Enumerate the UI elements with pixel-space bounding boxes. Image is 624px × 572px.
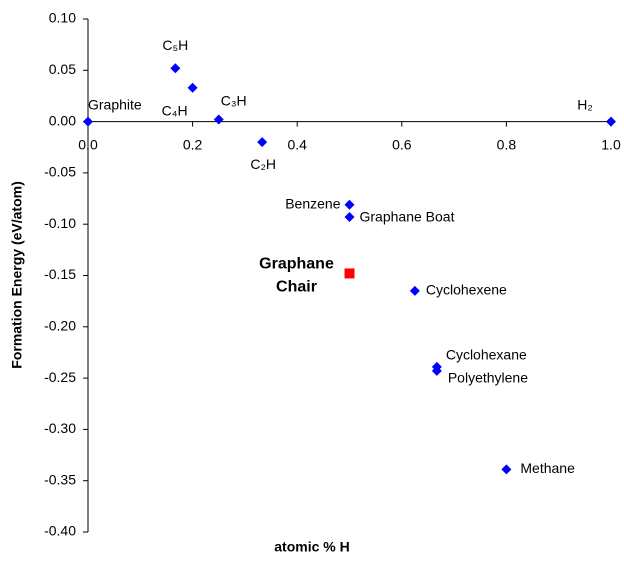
point <box>501 464 512 475</box>
y-tick-label: -0.05 <box>44 164 76 180</box>
point <box>606 116 616 127</box>
x-tick-label: 0.8 <box>497 136 517 152</box>
point-label: Graphane <box>259 256 334 273</box>
x-tick-label: 0.0 <box>78 136 98 152</box>
y-tick-label: 0.10 <box>49 10 76 26</box>
point <box>409 285 420 296</box>
y-tick-label: -0.25 <box>44 369 76 385</box>
point <box>344 199 355 210</box>
point <box>170 63 181 74</box>
point-label: H₂ <box>577 96 593 112</box>
point <box>431 365 442 376</box>
point-label: C₂H <box>250 156 276 172</box>
x-tick-label: 0.4 <box>287 136 307 152</box>
point-label: Cyclohexane <box>446 347 527 363</box>
point <box>257 137 268 148</box>
point <box>187 82 198 93</box>
point <box>344 268 355 279</box>
point-label: Benzene <box>285 195 340 211</box>
point-label: Methane <box>520 460 575 476</box>
point-label: Graphane Boat <box>360 209 455 225</box>
y-tick-label: -0.10 <box>44 215 76 231</box>
x-tick-label: 1.0 <box>601 136 621 152</box>
y-tick-label: -0.20 <box>44 318 76 334</box>
y-tick-label: -0.30 <box>44 420 76 436</box>
point-label: Graphite <box>88 96 142 112</box>
point <box>344 212 355 223</box>
y-axis-title: Formation Energy (eV/atom) <box>9 181 25 368</box>
x-axis-title: atomic % H <box>274 539 349 555</box>
point <box>213 114 224 125</box>
point-label: C₅H <box>162 37 188 53</box>
y-tick-label: -0.15 <box>44 266 76 282</box>
y-tick-label: -0.40 <box>44 523 76 539</box>
x-tick-label: 0.2 <box>183 136 203 152</box>
point-label: Polyethylene <box>448 370 528 386</box>
point-label: Chair <box>276 279 317 296</box>
y-tick-label: -0.35 <box>44 471 76 487</box>
point-label: C₄H <box>162 102 188 118</box>
y-tick-label: 0.05 <box>49 61 76 77</box>
point-label: Cyclohexene <box>426 282 507 298</box>
point <box>83 116 93 127</box>
y-tick-label: 0.00 <box>49 112 76 128</box>
x-tick-label: 0.6 <box>392 136 412 152</box>
point-label: C₃H <box>221 92 247 108</box>
